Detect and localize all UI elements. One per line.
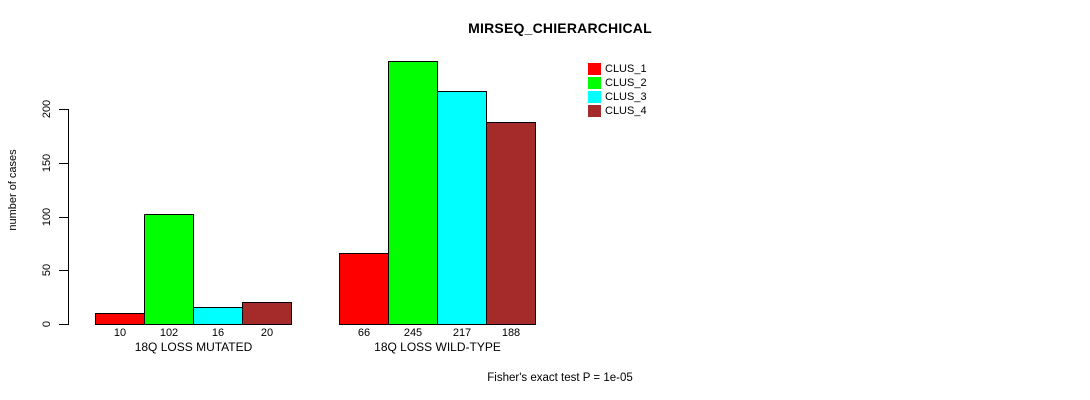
- y-tick-label: 50: [41, 263, 53, 277]
- bar-value-label: 16: [211, 327, 225, 339]
- chart-title: MIRSEQ_CHIERARCHICAL: [468, 20, 652, 36]
- y-tick: [59, 270, 68, 271]
- legend-item-clus4: CLUS_4: [588, 105, 647, 117]
- y-tick-label: 0: [41, 320, 53, 328]
- bar-value-label: 20: [260, 327, 274, 339]
- group-label-18q-loss-mutated: 18Q LOSS MUTATED: [134, 340, 253, 354]
- bar-clus-2-18q-loss-wild-type: [388, 61, 438, 325]
- bar-value-label: 66: [357, 327, 371, 339]
- legend-label-clus1: CLUS_1: [605, 63, 647, 75]
- bar-clus-3-18q-loss-wild-type: [437, 91, 487, 325]
- bar-clus-2-18q-loss-mutated: [144, 214, 194, 325]
- bar-value-label: 217: [452, 327, 472, 339]
- bar-value-label: 10: [113, 327, 127, 339]
- bar-clus-4-18q-loss-wild-type: [486, 122, 536, 325]
- bar-value-label: 245: [403, 327, 423, 339]
- bar-value-label: 102: [159, 327, 179, 339]
- bar-clus-1-18q-loss-wild-type: [339, 253, 389, 325]
- fisher-test-annotation: Fisher's exact test P = 1e-05: [487, 372, 633, 384]
- bar-clus-4-18q-loss-mutated: [242, 302, 292, 325]
- y-tick-label: 150: [41, 153, 53, 173]
- legend-item-clus1: CLUS_1: [588, 63, 647, 75]
- legend: CLUS_1 CLUS_2 CLUS_3 CLUS_4: [588, 63, 647, 119]
- group-label-18q-loss-wild-type: 18Q LOSS WILD-TYPE: [374, 340, 501, 354]
- y-axis-line: [68, 109, 69, 325]
- y-tick: [59, 163, 68, 164]
- legend-item-clus2: CLUS_2: [588, 77, 647, 89]
- legend-label-clus4: CLUS_4: [605, 105, 647, 117]
- y-tick-label: 200: [41, 99, 53, 119]
- legend-swatch-clus3-icon: [588, 91, 601, 103]
- legend-item-clus3: CLUS_3: [588, 91, 647, 103]
- y-tick-label: 100: [41, 207, 53, 227]
- legend-swatch-clus1-icon: [588, 63, 601, 75]
- legend-label-clus2: CLUS_2: [605, 77, 647, 89]
- y-tick: [59, 109, 68, 110]
- y-tick: [59, 324, 68, 325]
- bar-clus-1-18q-loss-mutated: [95, 313, 145, 325]
- legend-swatch-clus4-icon: [588, 105, 601, 117]
- bar-value-label: 188: [501, 327, 521, 339]
- legend-swatch-clus2-icon: [588, 77, 601, 89]
- y-tick: [59, 217, 68, 218]
- bar-clus-3-18q-loss-mutated: [193, 307, 243, 325]
- legend-label-clus3: CLUS_3: [605, 91, 647, 103]
- y-axis-title: number of cases: [7, 149, 19, 231]
